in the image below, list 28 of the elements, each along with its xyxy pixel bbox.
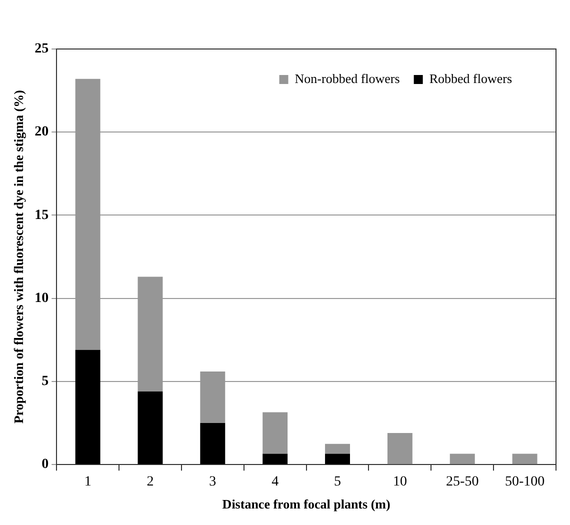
- x-tick-label: 5: [334, 474, 342, 490]
- bar: [325, 454, 350, 464]
- x-tick-label: 50-100: [504, 474, 545, 490]
- bar: [75, 350, 100, 464]
- bar: [325, 444, 350, 454]
- y-tick-label: 15: [34, 208, 49, 223]
- y-tick-label: 25: [34, 42, 49, 57]
- y-tick-label: 10: [34, 290, 49, 306]
- x-tick-label: 2: [146, 474, 154, 490]
- bar: [138, 391, 163, 464]
- bar: [200, 423, 226, 464]
- bar: [262, 412, 288, 454]
- y-tick-label: 5: [42, 374, 49, 390]
- x-tick-label: 3: [209, 474, 216, 490]
- x-tick-label: 1: [84, 474, 92, 490]
- x-tick-label: 4: [272, 474, 279, 490]
- bar: [450, 454, 475, 464]
- bar: [262, 454, 288, 464]
- legend-label: Non-robbed flowers: [294, 70, 400, 86]
- bar: [387, 433, 412, 464]
- x-axis-title: Distance from focal plants (m): [222, 496, 390, 512]
- y-tick-label: 20: [34, 124, 49, 140]
- y-tick-label: 0: [42, 457, 49, 472]
- y-axis-title: Proportion of flowers with fluorescent dye in the stigma (%): [11, 90, 26, 424]
- x-tick-label: 25-50: [446, 474, 479, 490]
- bar: [512, 454, 538, 464]
- legend-label: Robbed flowers: [429, 70, 512, 86]
- x-tick-label: 10: [392, 474, 407, 490]
